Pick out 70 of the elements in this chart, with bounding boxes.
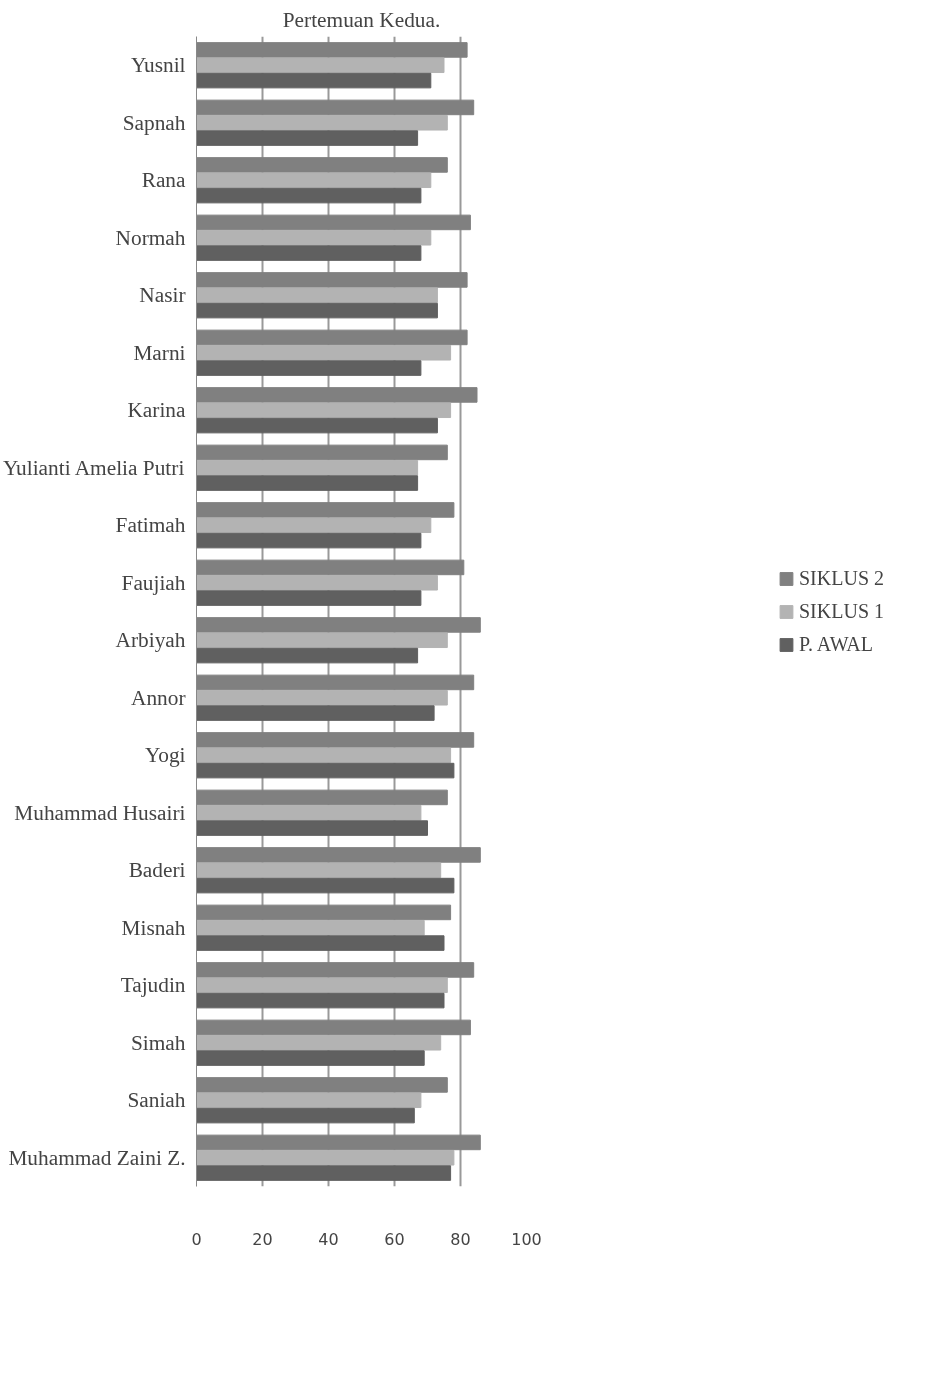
y-tick-label: Yogi	[144, 743, 186, 768]
y-tick-label: Saniah	[127, 1088, 186, 1113]
bar	[196, 590, 422, 606]
y-tick-label: Faujiah	[121, 570, 186, 595]
bar	[196, 1050, 425, 1066]
bar	[196, 459, 419, 476]
bar	[196, 287, 438, 304]
bar	[196, 1149, 455, 1166]
x-tick-label: 20	[252, 1229, 273, 1249]
y-tick-label: Simah	[130, 1030, 186, 1055]
y-tick-label: Fatimah	[115, 513, 186, 538]
y-tick-label: Tajudin	[120, 973, 186, 998]
x-tick-label: 60	[384, 1229, 405, 1249]
bar	[196, 747, 452, 764]
bar	[196, 172, 432, 189]
y-tick-label: Annor	[131, 685, 186, 710]
bar	[196, 632, 448, 649]
bar	[196, 130, 419, 146]
bar	[196, 1034, 442, 1051]
y-tick-label: Rana	[141, 168, 187, 193]
bar	[196, 360, 422, 376]
bar	[196, 862, 442, 879]
legend-label: P. AWAL	[798, 632, 873, 656]
legend-label: SIKLUS 2	[798, 566, 885, 590]
legend-label: SIKLUS 1	[798, 599, 885, 623]
bar	[196, 517, 432, 534]
bar	[196, 1107, 415, 1124]
chart-title: Pertemuan Kedua.	[282, 7, 441, 32]
y-tick-label: Misnah	[121, 915, 186, 940]
y-tick-label: Karina	[127, 398, 187, 423]
bar	[196, 820, 428, 836]
bar	[196, 804, 422, 821]
bar	[196, 417, 438, 434]
bar	[196, 1092, 422, 1109]
x-tick-label: 0	[191, 1229, 202, 1249]
bar	[196, 57, 445, 74]
y-tick-label: Yulianti Amelia Putri	[3, 455, 185, 480]
x-tick-label: 40	[318, 1229, 339, 1249]
bar	[196, 302, 438, 319]
bar	[196, 705, 435, 721]
bar	[196, 114, 448, 131]
x-tick-label: 100	[511, 1229, 542, 1249]
bar	[196, 187, 422, 204]
y-tick-label: Baderi	[128, 858, 186, 883]
y-tick-label: Normah	[115, 225, 186, 250]
y-tick-label: Marni	[133, 340, 186, 365]
y-tick-label: Nasir	[139, 283, 186, 308]
y-tick-label: Yusnil	[130, 53, 186, 78]
bar	[196, 229, 432, 246]
bar	[196, 245, 422, 261]
y-tick-label: Muhammad Zaini Z.	[8, 1145, 186, 1170]
bar	[196, 72, 432, 89]
y-tick-label: Arbiyah	[115, 628, 186, 653]
bar	[196, 647, 419, 664]
y-tick-label: Muhammad Husairi	[14, 800, 186, 825]
bar	[196, 402, 452, 419]
bar	[196, 475, 419, 491]
bar	[196, 344, 452, 361]
bar	[196, 992, 445, 1009]
bar	[196, 977, 448, 994]
y-tick-label: Sapnah	[122, 110, 186, 135]
bar	[196, 574, 438, 591]
x-tick-label: 80	[450, 1229, 471, 1249]
bar	[196, 877, 455, 894]
bar	[196, 919, 425, 936]
bar	[196, 935, 445, 951]
bar	[196, 1165, 452, 1181]
bar	[196, 762, 455, 779]
bar	[196, 532, 422, 549]
bar	[196, 689, 448, 706]
